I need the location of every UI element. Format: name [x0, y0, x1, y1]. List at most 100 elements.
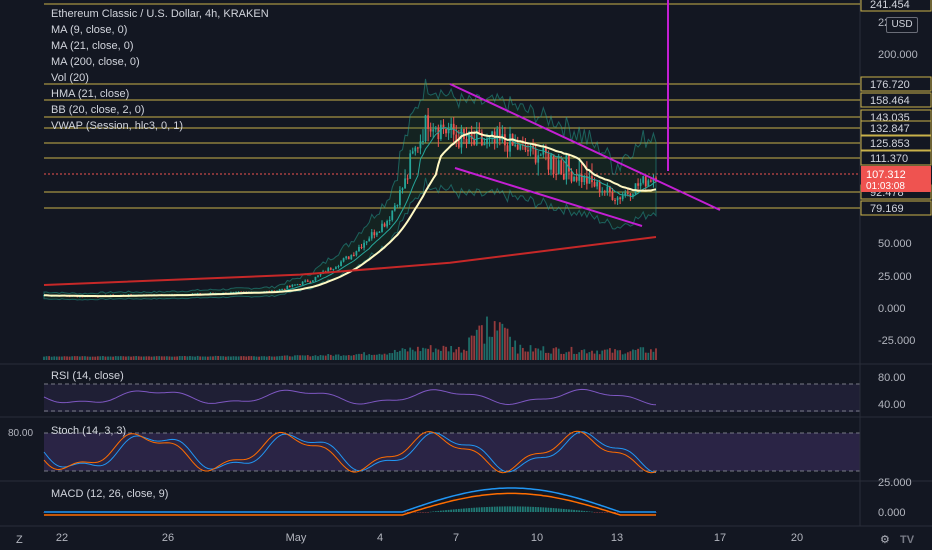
macd-histogram-bar [527, 506, 529, 512]
rsi-band [44, 384, 860, 412]
candle-body [365, 241, 368, 243]
level-label-box-5 [860, 135, 932, 151]
volume-bar [73, 356, 76, 360]
volume-bar [319, 355, 322, 360]
volume-bar [573, 353, 575, 360]
level-label-box-6 [860, 150, 932, 166]
currency-badge[interactable]: USD [886, 17, 918, 33]
candle-body [588, 176, 591, 184]
candle-body [570, 171, 573, 182]
candle-body [396, 205, 399, 207]
candle-body [373, 232, 376, 236]
volume-bar [516, 353, 519, 360]
volume-bar [634, 350, 637, 360]
candle-body [283, 288, 286, 290]
volume-bar [527, 351, 529, 360]
volume-bar [122, 356, 125, 360]
macd-histogram-bar [457, 508, 460, 512]
volume-bar [386, 354, 389, 360]
volume-bar [609, 348, 611, 360]
level-label-6: 111.370 [870, 153, 908, 165]
timezone-icon[interactable]: Z [16, 534, 23, 546]
candle-body [309, 281, 312, 283]
volume-bar [260, 356, 263, 360]
volume-bar [486, 316, 488, 360]
volume-bar [570, 346, 573, 360]
volume-bar [532, 351, 534, 360]
volume-bar [521, 347, 524, 360]
indicator-vwap[interactable]: VWAP (Session, hlc3, 0, 1) [51, 120, 184, 132]
candle-body [329, 268, 332, 270]
volume-bar [189, 356, 191, 360]
macd-histogram-bar [511, 506, 514, 512]
macd-signal-line [44, 492, 656, 516]
volume-bar [504, 327, 506, 360]
indicator-hma[interactable]: HMA (21, close) [51, 88, 130, 100]
candle-body [199, 293, 202, 295]
volume-bar [63, 356, 66, 360]
volume-bar [393, 349, 396, 360]
volume-bar [117, 356, 120, 360]
candle-body [529, 145, 532, 152]
volume-bar [214, 355, 217, 360]
macd-histogram-bar [455, 509, 458, 512]
volume-bar [365, 355, 368, 360]
price-tick-1: 200.000 [878, 49, 918, 61]
volume-bar [48, 356, 51, 360]
candle-body [596, 181, 598, 187]
candle-body [473, 139, 476, 145]
rsi-label[interactable]: RSI (14, close) [51, 370, 124, 382]
macd-histogram-bar [552, 508, 555, 512]
stoch-label[interactable]: Stoch (14, 3, 3) [51, 425, 127, 437]
level-label-box-1 [860, 76, 932, 92]
volume-bar [96, 356, 99, 360]
volume-bar [263, 356, 266, 360]
volume-bar [455, 349, 458, 360]
candle-body [419, 141, 422, 149]
macd-histogram-bar [445, 510, 447, 512]
volume-bar [299, 355, 301, 360]
volume-bar [588, 352, 591, 360]
volume-bar [268, 356, 271, 360]
volume-bar [445, 346, 447, 360]
volume-bar [368, 354, 371, 360]
volume-bar [591, 350, 593, 360]
tv-logo-icon[interactable]: TV [900, 534, 915, 546]
volume-bar [102, 356, 104, 360]
level-label-box-8 [860, 200, 932, 216]
volume-bar [478, 325, 481, 360]
indicator-vol[interactable]: Vol (20) [51, 72, 89, 84]
candle-body [450, 123, 453, 130]
candle-body [537, 155, 540, 163]
volume-bar [642, 347, 645, 360]
macd-histogram-bar [601, 512, 604, 513]
candle-body [432, 129, 435, 132]
macd-histogram-bar [555, 508, 558, 512]
volume-bar [470, 335, 473, 360]
macd-histogram-bar [498, 506, 501, 512]
volume-bars [43, 316, 657, 360]
candle-body [583, 175, 586, 183]
indicator-ma9[interactable]: MA (9, close, 0) [51, 24, 128, 36]
candle-body [196, 293, 199, 295]
candle-body [598, 181, 601, 193]
time-tick-8: 20 [791, 532, 803, 544]
volume-bar [537, 348, 540, 360]
volume-bar [483, 343, 486, 360]
volume-bar [506, 328, 509, 360]
candle-body [440, 124, 442, 140]
macd-histogram-bar [463, 508, 465, 512]
indicator-ma200[interactable]: MA (200, close, 0) [51, 56, 140, 68]
volume-bar [350, 355, 353, 360]
macd-label[interactable]: MACD (12, 26, close, 9) [51, 488, 169, 500]
time-tick-3: 4 [377, 532, 383, 544]
gear-icon[interactable]: ⚙ [880, 534, 890, 546]
volume-bar [71, 356, 74, 360]
time-tick-4: 7 [453, 532, 459, 544]
macd-histogram-bar [493, 506, 496, 512]
indicator-bb[interactable]: BB (20, close, 2, 0) [51, 104, 145, 116]
indicator-ma21[interactable]: MA (21, close, 0) [51, 40, 134, 52]
volume-bar [432, 352, 435, 360]
volume-bar [452, 352, 455, 360]
